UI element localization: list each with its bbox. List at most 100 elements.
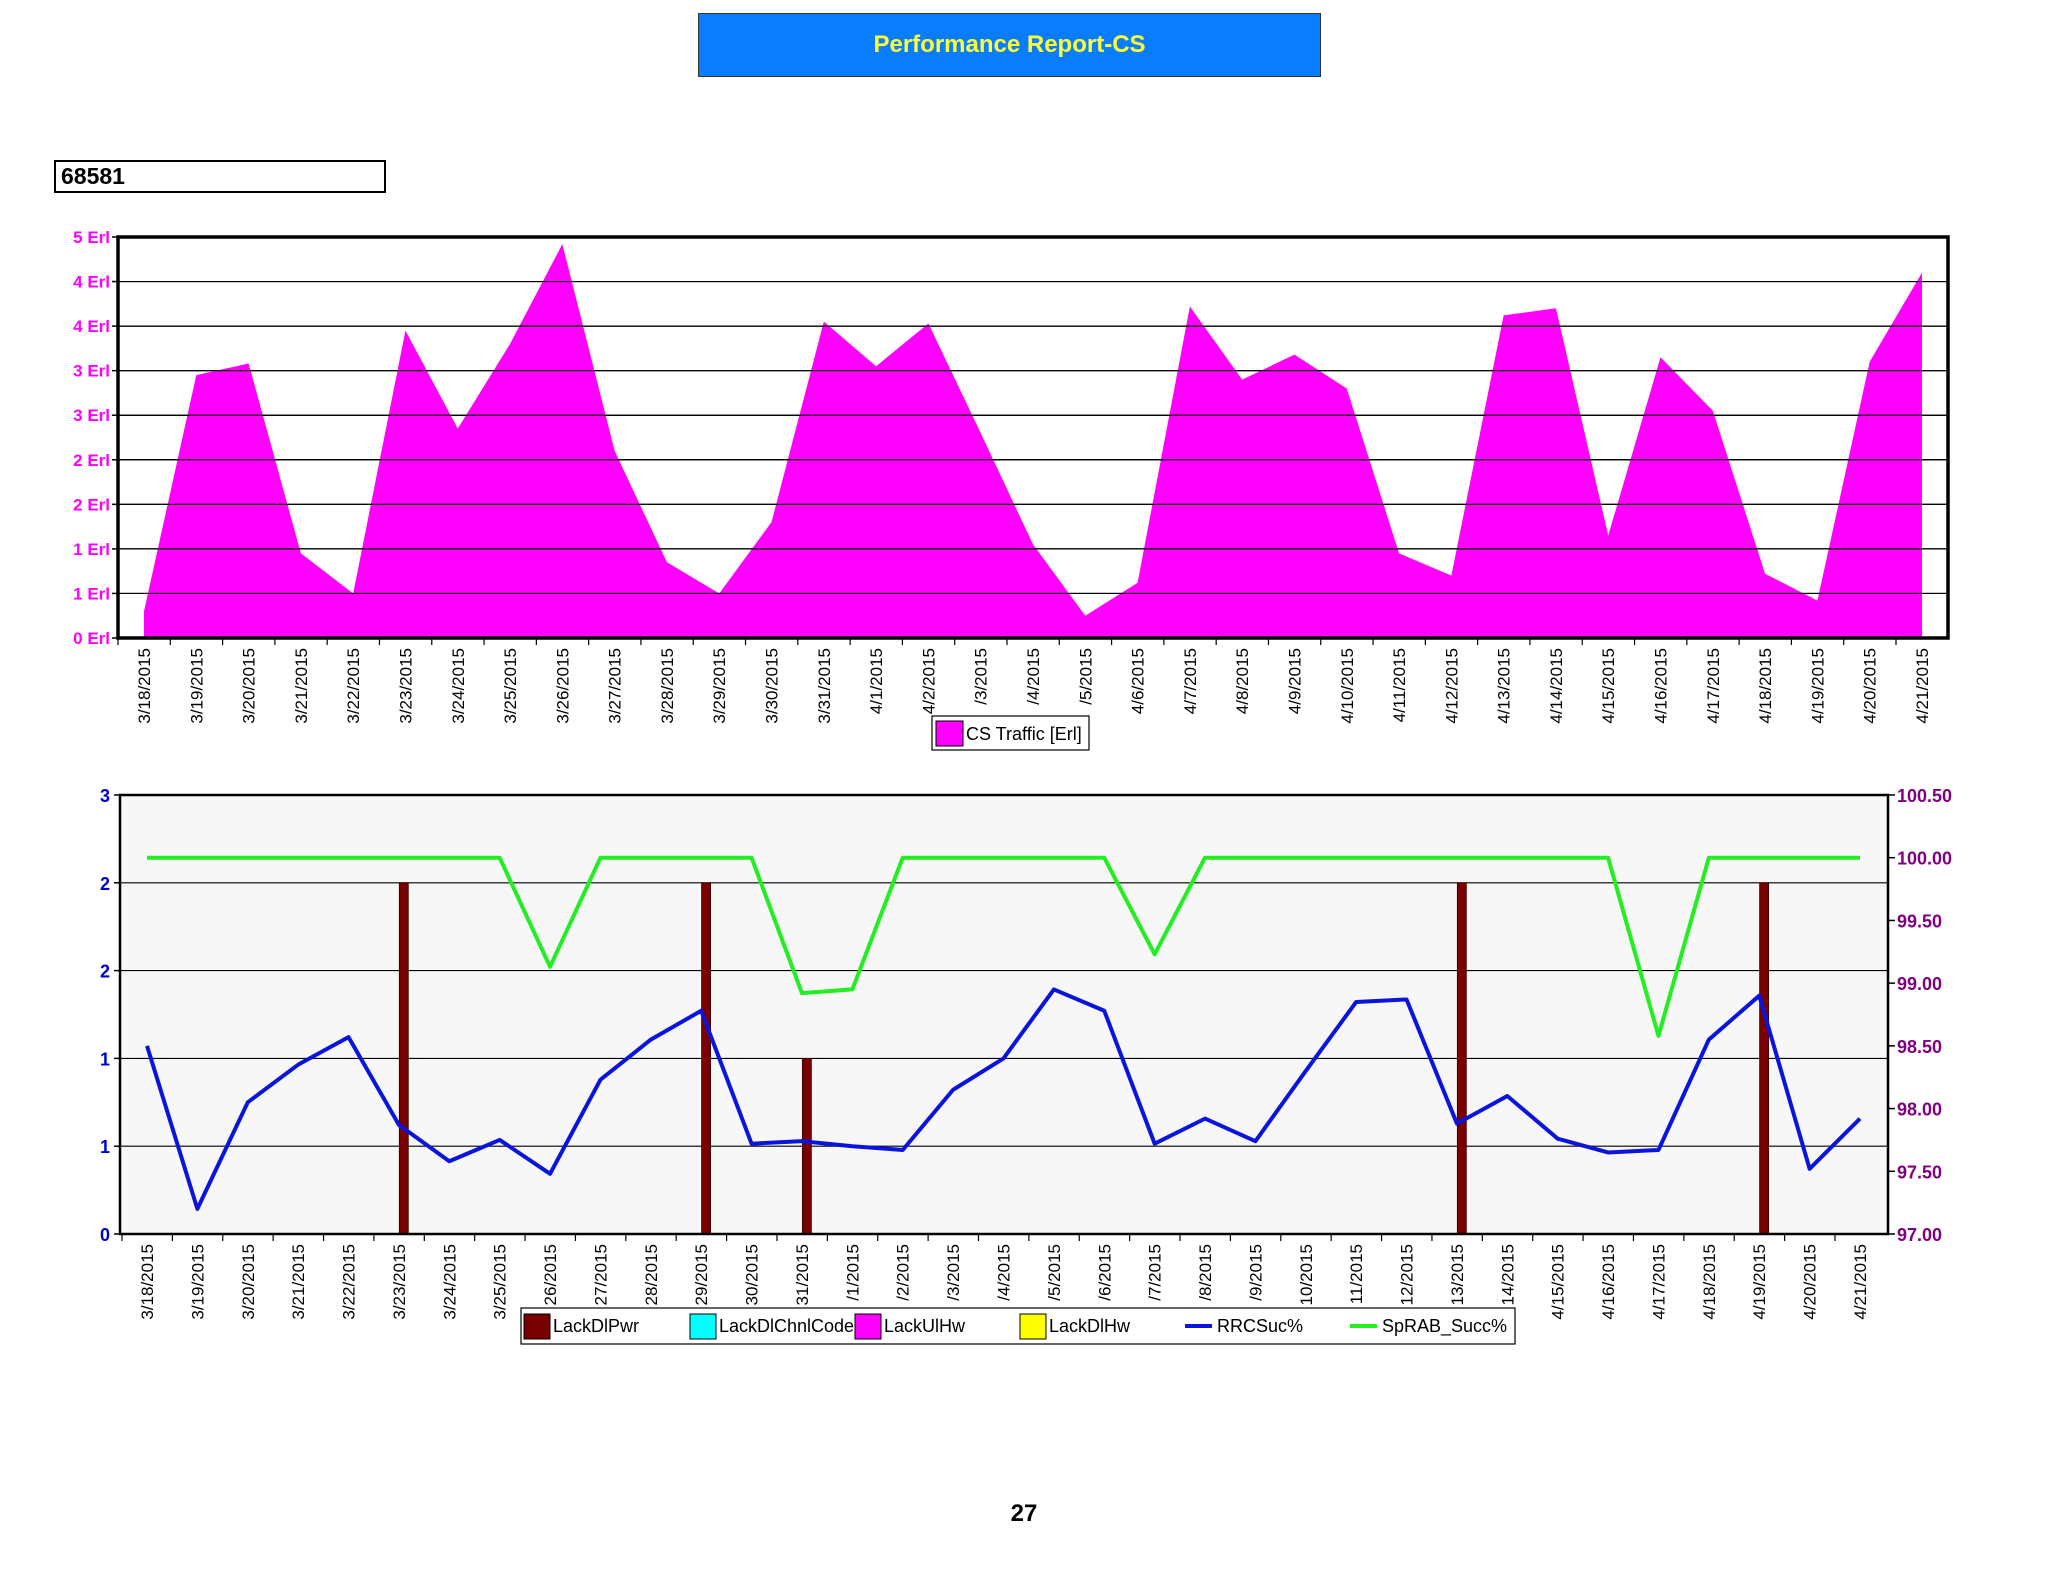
plot-frame (116, 235, 1950, 640)
y-tick-label: 1 Erl (73, 540, 110, 559)
x-tick-label: 4/17/2015 (1704, 648, 1723, 724)
x-tick-label: /4/2015 (1024, 648, 1043, 705)
x-tick-label: /9/2015 (1246, 1244, 1265, 1301)
legend-swatch (1019, 1313, 1047, 1340)
x-tick-label: 4/15/2015 (1599, 648, 1618, 724)
x-tick-label: 4/21/2015 (1851, 1244, 1870, 1320)
x-tick-label: 14/2015 (1498, 1244, 1517, 1305)
legend-label: CS Traffic [Erl] (966, 724, 1082, 744)
y-tick-label-left: 0 (100, 1225, 110, 1245)
y-tick-label: 2 Erl (73, 451, 110, 470)
y-tick-label: 3 Erl (73, 406, 110, 425)
plot-frame (118, 793, 1890, 1236)
x-tick-label: 31/2015 (793, 1244, 812, 1305)
y-tick-label-right: 100.00 (1897, 849, 1952, 869)
x-tick-label: 3/27/2015 (606, 648, 625, 724)
bar-lackdlpwr (801, 1058, 812, 1235)
legend-swatch (854, 1313, 882, 1340)
y-tick-label-right: 97.00 (1897, 1225, 1942, 1245)
y-tick-label-left: 2 (100, 962, 110, 982)
x-tick-label: /7/2015 (1146, 1244, 1165, 1301)
x-tick-label: 4/19/2015 (1808, 648, 1827, 724)
x-tick-label: 3/20/2015 (239, 1244, 258, 1320)
x-tick-label: 4/14/2015 (1547, 648, 1566, 724)
x-tick-label: 4/18/2015 (1700, 1244, 1719, 1320)
bar-lackdlpwr (701, 882, 711, 1235)
x-tick-label: 4/13/2015 (1495, 648, 1514, 724)
x-tick-label: 29/2015 (692, 1244, 711, 1305)
x-tick-label: 3/23/2015 (390, 1244, 409, 1320)
x-tick-label: 4/16/2015 (1652, 648, 1671, 724)
x-tick-label: /1/2015 (843, 1244, 862, 1301)
kpi-chart: 0 1 1 2 2 3 97.00 97.50 98.00 98.50 99.00 99.50 100.… (100, 786, 1952, 1345)
x-tick-label: /5/2015 (1076, 648, 1095, 705)
bar-lackdlpwr (1456, 882, 1467, 1235)
plot-background (120, 795, 1888, 1234)
x-tick-label: 3/19/2015 (187, 648, 206, 724)
y-tick-label-right: 99.00 (1897, 974, 1942, 994)
x-tick-label: 4/11/2015 (1390, 648, 1409, 722)
y-tick-label-right: 100.50 (1897, 786, 1952, 806)
report-title: Performance Report-CS (698, 13, 1321, 77)
x-tick-label: 26/2015 (541, 1244, 560, 1305)
x-tick-label: 4/1/2015 (867, 648, 886, 714)
y-tick-label-left: 1 (100, 1049, 110, 1069)
traffic-legend: CS Traffic [Erl] (931, 715, 1090, 751)
x-tick-label: 4/16/2015 (1599, 1244, 1618, 1320)
x-tick-label: /5/2015 (1045, 1244, 1064, 1301)
kpi-legend: LackDlPwr LackDlChnlCode LackUlHw LackDlHw R… (520, 1307, 1516, 1345)
x-tick-label: 3/28/2015 (658, 648, 677, 724)
legend-label: LackUlHw (884, 1316, 966, 1336)
x-tick-label: 3/19/2015 (188, 1244, 207, 1320)
x-tick-label: 3/30/2015 (763, 648, 782, 724)
x-tick-label: 3/21/2015 (292, 648, 311, 724)
y-tick-label: 1 Erl (73, 584, 110, 603)
legend-box (520, 1307, 1516, 1345)
x-tick-label: 4/18/2015 (1756, 648, 1775, 724)
traffic-area (144, 244, 1922, 638)
x-tick-label: 3/31/2015 (815, 648, 834, 724)
page-number: 27 (1010, 1500, 1038, 1527)
x-tick-label: 3/29/2015 (710, 648, 729, 724)
x-tick-label: 3/24/2015 (440, 1244, 459, 1320)
x-tick-label: 3/25/2015 (501, 648, 520, 724)
x-tick-label: 3/18/2015 (138, 1244, 157, 1320)
bar-lackdlpwr (1759, 882, 1770, 1235)
x-tick-label: 4/6/2015 (1129, 648, 1148, 714)
x-tick-label: 4/17/2015 (1649, 1244, 1668, 1320)
x-tick-label: 11/2015 (1347, 1244, 1366, 1304)
y-tick-label-right: 99.50 (1897, 911, 1942, 931)
legend-label: LackDlPwr (553, 1316, 639, 1336)
x-tick-label: 3/20/2015 (240, 648, 259, 724)
x-tick-label: 4/2/2015 (919, 648, 938, 714)
x-tick-label: 3/22/2015 (340, 1244, 359, 1320)
y-tick-label-right: 97.50 (1897, 1162, 1942, 1182)
x-tick-label: 4/7/2015 (1181, 648, 1200, 714)
x-tick-label: 4/19/2015 (1750, 1244, 1769, 1320)
legend-label: LackDlHw (1049, 1316, 1131, 1336)
x-tick-label: 13/2015 (1448, 1244, 1467, 1305)
x-tick-label: 3/23/2015 (396, 648, 415, 724)
x-tick-label: 3/26/2015 (553, 648, 572, 724)
y-tick-label: 5 Erl (73, 228, 110, 247)
x-tick-label: 10/2015 (1297, 1244, 1316, 1305)
y-tick-label-left: 3 (100, 786, 110, 806)
x-tick-label: 30/2015 (743, 1244, 762, 1305)
x-tick-label: 4/15/2015 (1549, 1244, 1568, 1320)
x-tick-label: 4/20/2015 (1861, 648, 1880, 724)
x-tick-label: 12/2015 (1398, 1244, 1417, 1305)
x-tick-label: 3/25/2015 (491, 1244, 510, 1320)
legend-swatch (523, 1313, 551, 1340)
bar-lackdlpwr (398, 882, 409, 1235)
x-tick-label: /3/2015 (944, 1244, 963, 1301)
y-tick-label-left: 2 (100, 874, 110, 894)
x-tick-label: 28/2015 (642, 1244, 661, 1305)
x-tick-label: /3/2015 (972, 648, 991, 705)
x-tick-label: 3/18/2015 (135, 648, 154, 724)
y-tick-label: 0 Erl (73, 629, 110, 648)
legend-label: RRCSuc% (1217, 1316, 1303, 1336)
x-tick-label: /8/2015 (1196, 1244, 1215, 1301)
x-tick-label: 4/9/2015 (1285, 648, 1304, 714)
legend-label: SpRAB_Succ% (1382, 1316, 1507, 1337)
